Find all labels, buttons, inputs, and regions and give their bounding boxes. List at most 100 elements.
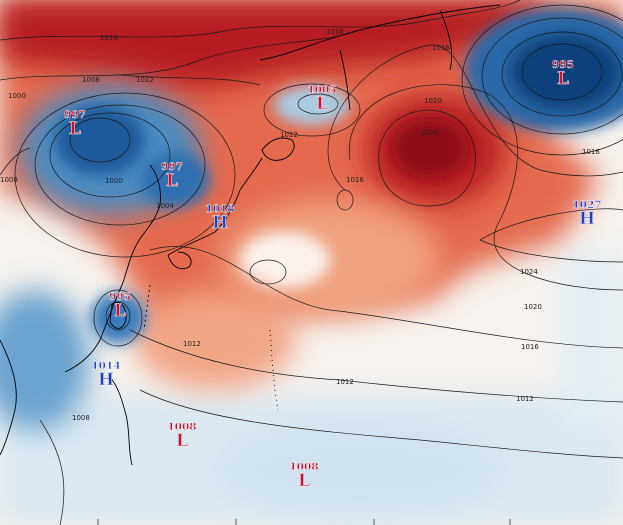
isobar-ne-2 — [501, 31, 623, 117]
cool-low-ne-core — [510, 34, 620, 110]
isobar-label: 1000 — [8, 92, 26, 100]
warm-region-top — [0, 0, 560, 90]
isobar-1012-b — [139, 389, 623, 459]
isobar-label: 1016 — [346, 176, 364, 184]
low-marker: L — [557, 69, 569, 89]
coast-indochina — [0, 339, 17, 456]
isobar-jp-1 — [297, 93, 339, 115]
isobar-1012-a — [129, 329, 623, 403]
low-marker: L — [298, 471, 310, 491]
isobar-label: 1012 — [136, 76, 154, 84]
isobar-tw-2 — [93, 289, 143, 347]
isobar-labels: 1016 1012 1008 1016 1012 1016 1000 1004 … — [0, 28, 600, 422]
isobar-label: 1008 — [0, 176, 18, 184]
coast-russia — [259, 4, 501, 61]
cool-band-east — [560, 250, 623, 430]
neutral-patch — [240, 232, 330, 288]
isobar-w-4 — [14, 92, 236, 258]
isobar-label: 1012 — [516, 395, 534, 403]
low-marker: L — [316, 94, 328, 114]
isobar-1016-a — [327, 44, 623, 191]
coast-kamchatka — [439, 9, 453, 71]
coastlines — [0, 4, 501, 466]
pressure-value: 997 — [161, 161, 183, 173]
isobar-ne-4 — [461, 4, 623, 156]
isobar-label: 1016 — [326, 28, 344, 36]
pressure-value: 1014 — [91, 360, 120, 372]
isobar-jp-2 — [263, 83, 361, 137]
isobar-label: 1012 — [183, 340, 201, 348]
coast-philippines — [107, 374, 133, 466]
warm-region-north — [0, 0, 623, 345]
isobar-1020-a — [349, 84, 623, 291]
high-marker: H — [212, 213, 228, 233]
isobar-1024-a — [378, 109, 476, 207]
isobar-w-1 — [69, 117, 131, 163]
coast-taiwan — [109, 301, 127, 329]
coast-sakhalin — [339, 49, 351, 111]
low-marker: L — [176, 431, 188, 451]
isobar-label: 1008 — [82, 76, 100, 84]
isobar-1016-top — [0, 0, 521, 41]
isobar-small-1016 — [336, 189, 354, 211]
pressure-value: 997 — [64, 109, 86, 121]
cool-low-west-core — [55, 105, 145, 175]
pressure-value: 1027 — [572, 199, 601, 211]
pressure-value: 1018 — [205, 203, 234, 215]
isobar-1000-w — [0, 147, 31, 176]
coast-japan-kyushu — [167, 251, 192, 270]
coast-korea — [144, 164, 161, 233]
isobar-label: 1004 — [156, 202, 174, 210]
isobar-ne-3 — [481, 17, 623, 135]
pressure-value: 995 — [552, 59, 574, 71]
coast-japan-honshu — [167, 157, 263, 256]
pressure-value: 995 — [109, 291, 131, 303]
isobar-neutral-patch — [249, 259, 287, 285]
pressure-value: 1008 — [289, 461, 318, 473]
isobar-1008-a — [0, 29, 361, 81]
isobar-label: 1016 — [100, 34, 118, 42]
pressure-centers: 997L997L1005L995L995L1018H1027H1014H1008… — [64, 59, 602, 491]
cool-south-center — [220, 425, 500, 515]
cool-low-coast — [140, 152, 210, 208]
isobar-label: 1024 — [420, 129, 438, 137]
isobar-label: 1008 — [72, 414, 90, 422]
isobar-w-2 — [49, 112, 171, 198]
cool-low-japan — [274, 85, 350, 125]
low-marker: L — [69, 119, 81, 139]
isobar-label: 1020 — [524, 303, 542, 311]
high-marker: H — [98, 370, 114, 390]
isobar-1016-b — [149, 246, 623, 349]
coast-japan-hokkaido — [261, 137, 295, 161]
low-marker: L — [166, 171, 178, 191]
isobar-ne-1 — [521, 43, 603, 101]
isobar-1008-sw — [39, 419, 65, 525]
warm-core-east-inner — [392, 118, 468, 178]
isobar-label: 1016 — [582, 148, 600, 156]
isobar-w-3 — [34, 104, 206, 226]
isobar-label: 1016 — [521, 343, 539, 351]
warm-tongue-south — [135, 290, 295, 390]
isobar-1012-top — [119, 74, 261, 86]
high-marker: H — [579, 209, 595, 229]
cool-southwest — [0, 290, 90, 430]
isobar-label: 1012 — [280, 131, 298, 139]
longitude-ticks — [97, 519, 511, 525]
isobar-label: 1020 — [424, 97, 442, 105]
isobar-label: 1016 — [432, 44, 450, 52]
isobar-label: 1000 — [105, 177, 123, 185]
isobar-label: 1012 — [336, 378, 354, 386]
isobar-label: 1024 — [520, 268, 538, 276]
pressure-value: 1005 — [307, 84, 336, 96]
